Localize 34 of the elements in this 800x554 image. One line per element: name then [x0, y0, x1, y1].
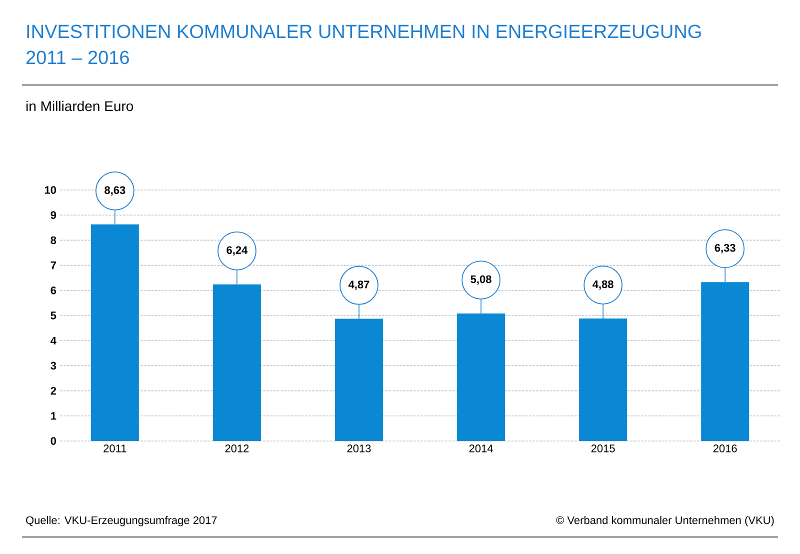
y-tick-label: 2 [50, 386, 56, 395]
y-tick-label: 10 [44, 186, 56, 194]
x-tick-label: 2011 [104, 444, 126, 452]
y-tick-label: 5 [50, 312, 56, 320]
x-tick-label: 2013 [347, 444, 371, 452]
x-tick-label: 2015 [591, 444, 615, 452]
bar [457, 313, 506, 441]
chart-subtitle: 2011 – 2016 [26, 50, 129, 64]
x-tick-label: 2014 [469, 444, 493, 452]
y-tick-label: 6 [50, 286, 56, 294]
y-tick-label: 1 [51, 412, 56, 420]
data-label: 4,87 [348, 280, 370, 290]
data-label: 6,24 [226, 246, 248, 256]
data-label: 6,33 [714, 244, 736, 254]
bar [579, 318, 628, 441]
y-tick-label: 3 [50, 362, 56, 370]
y-tick-label: 8 [50, 236, 56, 244]
bar [334, 318, 383, 441]
bar [90, 224, 139, 441]
chart-title: INVESTITIONEN KOMMUNALER UNTERNEHMEN IN ENERGIEERZEUGUNG [27, 24, 701, 38]
data-label: 5,08 [470, 275, 492, 285]
data-label: 4,88 [592, 280, 614, 290]
text: © Verband kommunaler Unternehmen (VKU) [556, 516, 774, 526]
source-note: Quelle: VKU-Erzeugungsumfrage 2017 [26, 516, 217, 526]
y-tick-label: 0 [50, 437, 56, 445]
data-label: 8,63 [104, 186, 126, 196]
x-tick-label: 2012 [225, 444, 249, 452]
y-tick-label: 7 [50, 262, 56, 270]
bar [212, 284, 261, 441]
y-tick-label: 4 [50, 336, 56, 344]
y-tick-label: 9 [50, 211, 56, 219]
bar [701, 282, 750, 441]
x-tick-label: 2016 [713, 444, 737, 452]
text: in Milliarden Euro [26, 100, 134, 112]
